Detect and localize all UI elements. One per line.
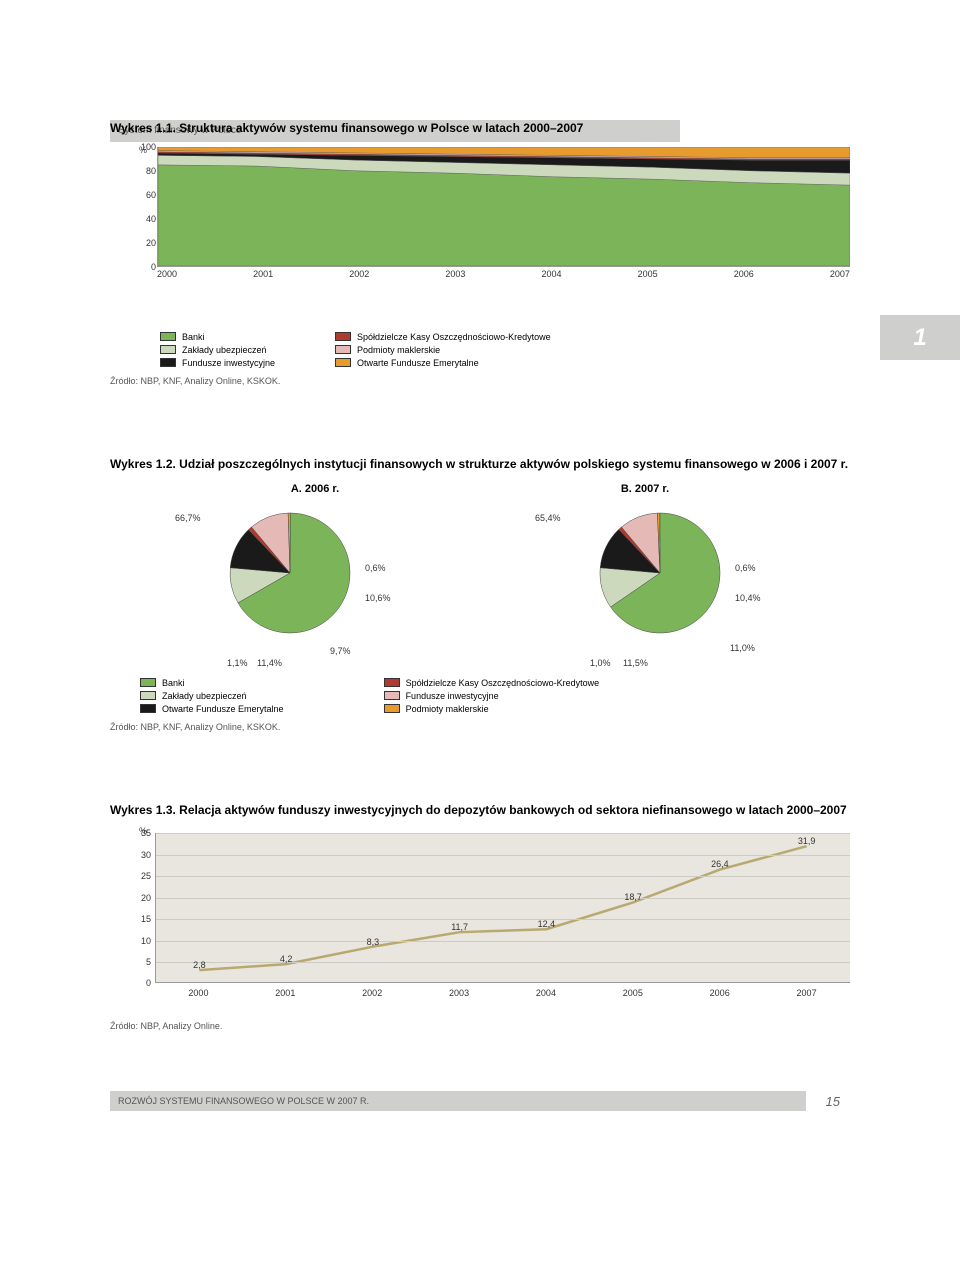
chart3-data-label: 2,8 (193, 960, 206, 970)
pie-a: 66,7% 0,6% 10,6% 9,7% 1,1% 11,4% (155, 503, 435, 673)
chart3-data-label: 12,4 (538, 919, 556, 929)
chart2-title: Wykres 1.2. Udział poszczególnych instyt… (110, 456, 850, 473)
pie-slice-label: 9,7% (330, 646, 351, 656)
legend-item: Podmioty maklerskie (384, 704, 600, 714)
pie-slice-label: 11,5% (623, 658, 648, 668)
pie-slice-label: 66,7% (175, 513, 201, 523)
legend-item: Banki (140, 678, 284, 688)
legend-item: Spółdzielcze Kasy Oszczędnościowo-Kredyt… (335, 332, 551, 342)
pie-b-title: B. 2007 r. (621, 483, 669, 495)
page-number: 15 (826, 1094, 850, 1109)
legend-item: Otwarte Fundusze Emerytalne (335, 358, 551, 368)
chart3-data-label: 31,9 (798, 836, 816, 846)
pie-slice-label: 0,6% (365, 563, 386, 573)
chart1-plot (157, 147, 850, 267)
pie-slice-label: 10,6% (365, 593, 391, 603)
legend-item: Zakłady ubezpieczeń (140, 691, 284, 701)
chart3-plot: 2,8 4,2 8,3 11,7 12,4 18,7 26,4 31,9 (155, 833, 850, 983)
pie-slice-label: 11,4% (257, 658, 282, 668)
legend-item: Otwarte Fundusze Emerytalne (140, 704, 284, 714)
chart1-title: Wykres 1.1. Struktura aktywów systemu fi… (110, 120, 850, 137)
legend-item: Spółdzielcze Kasy Oszczędnościowo-Kredyt… (384, 678, 600, 688)
pie-b: 65,4% 0,6% 10,4% 11,0% 1,0% 11,5% (525, 503, 805, 673)
chart3-title: Wykres 1.3. Relacja aktywów funduszy inw… (110, 802, 850, 819)
pie-slice-label: 1,0% (590, 658, 611, 668)
chart1-block: Wykres 1.1. Struktura aktywów systemu fi… (110, 120, 850, 386)
pie-slice-label: 0,6% (735, 563, 756, 573)
pie-a-title: A. 2006 r. (291, 483, 339, 495)
chart1: % 020406080100 2000200120022003200420052… (135, 147, 850, 297)
pie-slice-label: 65,4% (535, 513, 561, 523)
chart1-source: Źródło: NBP, KNF, Analizy Online, KSKOK. (110, 376, 850, 386)
footer-text: ROZWÓJ SYSTEMU FINANSOWEGO W POLSCE W 20… (110, 1091, 806, 1111)
chart3-data-label: 8,3 (367, 937, 380, 947)
chart2-pies: 66,7% 0,6% 10,6% 9,7% 1,1% 11,4% 65,4% 0,6% 10,… (110, 503, 850, 673)
footer: ROZWÓJ SYSTEMU FINANSOWEGO W POLSCE W 20… (110, 1091, 850, 1111)
chart3-data-label: 4,2 (280, 954, 293, 964)
chart3-data-label: 26,4 (711, 859, 729, 869)
legend-item: Fundusze inwestycyjne (160, 358, 275, 368)
chart2-legend: Banki Zakłady ubezpieczeń Otwarte Fundusze… (140, 678, 850, 714)
chart3: % 05101520253035 2,84,28,311,712,418,726… (135, 828, 850, 1013)
chart3-xaxis: 20002001200220032004200520062007 (155, 988, 850, 998)
chart3-block: Wykres 1.3. Relacja aktywów funduszy inw… (110, 802, 850, 1032)
pie-slice-label: 11,0% (730, 643, 755, 653)
chart3-data-label: 11,7 (451, 922, 468, 932)
chart1-legend: Banki Zakłady ubezpieczeń Fundusze inwesty… (160, 332, 850, 368)
chart2-subtitles: A. 2006 r. B. 2007 r. (110, 483, 850, 495)
pie-slice-label: 10,4% (735, 593, 761, 603)
chart2-source: Źródło: NBP, KNF, Analizy Online, KSKOK. (110, 722, 850, 732)
legend-item: Fundusze inwestycyjne (384, 691, 600, 701)
legend-item: Banki (160, 332, 275, 342)
chart2-block: Wykres 1.2. Udział poszczególnych instyt… (110, 456, 850, 732)
chart1-xaxis: 20002001200220032004200520062007 (157, 269, 850, 279)
chart3-data-label: 18,7 (624, 892, 642, 902)
chart3-yaxis: 05101520253035 (135, 833, 155, 983)
legend-item: Podmioty maklerskie (335, 345, 551, 355)
pie-slice-label: 1,1% (227, 658, 248, 668)
chart3-source: Źródło: NBP, Analizy Online. (110, 1021, 850, 1031)
legend-item: Zakłady ubezpieczeń (160, 345, 275, 355)
